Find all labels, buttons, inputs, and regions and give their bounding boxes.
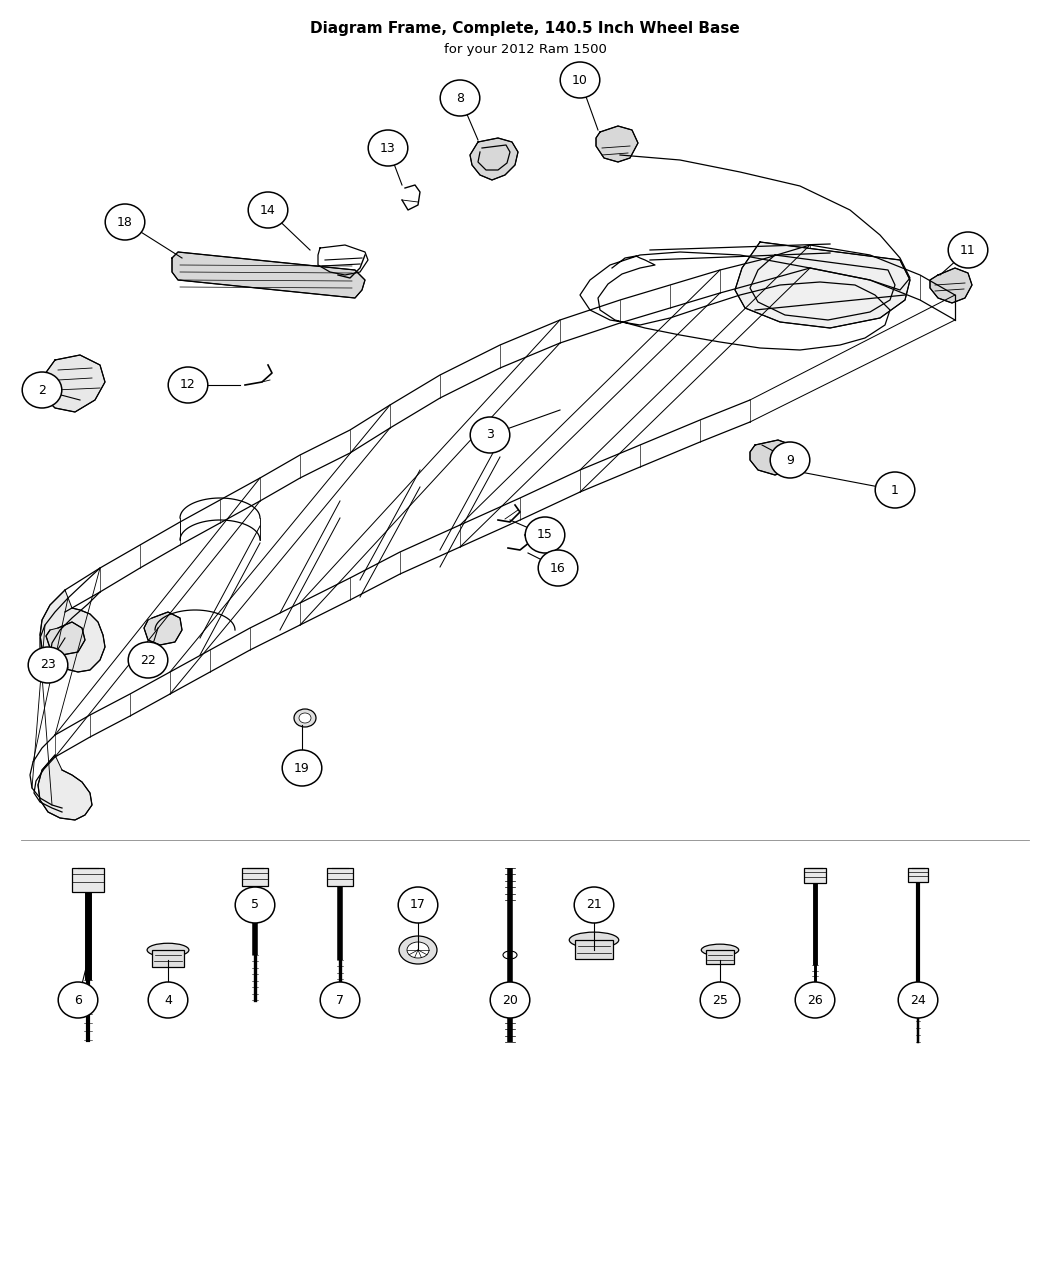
Polygon shape [750,440,796,476]
Ellipse shape [525,516,565,553]
Ellipse shape [299,713,311,723]
Text: 13: 13 [380,142,396,154]
Polygon shape [470,138,518,180]
Text: 14: 14 [260,204,276,217]
Ellipse shape [795,982,835,1017]
Ellipse shape [569,932,618,947]
Ellipse shape [28,646,68,683]
Ellipse shape [700,982,740,1017]
Text: 17: 17 [411,899,426,912]
Text: 26: 26 [807,993,823,1006]
FancyBboxPatch shape [908,868,928,882]
Polygon shape [735,242,910,328]
Ellipse shape [771,442,810,478]
Text: 12: 12 [181,379,196,391]
Polygon shape [596,126,638,162]
Ellipse shape [369,130,407,166]
Ellipse shape [470,417,510,453]
Ellipse shape [440,80,480,116]
Text: 6: 6 [75,993,82,1006]
Text: 5: 5 [251,899,259,912]
Polygon shape [46,622,85,655]
Ellipse shape [282,750,321,785]
Ellipse shape [490,982,530,1017]
Ellipse shape [168,367,208,403]
Ellipse shape [320,982,360,1017]
Text: 16: 16 [550,561,566,575]
Ellipse shape [539,550,578,586]
FancyBboxPatch shape [152,950,184,966]
Ellipse shape [294,709,316,727]
Text: 4: 4 [164,993,172,1006]
Text: 15: 15 [537,529,553,542]
Text: for your 2012 Ram 1500: for your 2012 Ram 1500 [443,43,607,56]
Polygon shape [930,268,972,303]
Ellipse shape [398,887,438,923]
Ellipse shape [701,945,739,956]
Text: 8: 8 [456,92,464,105]
Text: 2: 2 [38,384,46,397]
Ellipse shape [898,982,938,1017]
Text: 25: 25 [712,993,728,1006]
Polygon shape [172,252,365,298]
Ellipse shape [399,936,437,964]
Text: 11: 11 [960,244,975,256]
Ellipse shape [148,982,188,1017]
Text: 24: 24 [910,993,926,1006]
Text: Diagram Frame, Complete, 140.5 Inch Wheel Base: Diagram Frame, Complete, 140.5 Inch Whee… [310,20,740,36]
Polygon shape [42,354,105,412]
Text: 20: 20 [502,993,518,1006]
Text: 9: 9 [786,454,794,467]
Polygon shape [38,755,92,820]
Text: 22: 22 [140,654,155,667]
Text: 23: 23 [40,658,56,672]
Text: 10: 10 [572,74,588,87]
Text: 7: 7 [336,993,344,1006]
Ellipse shape [407,942,429,958]
Text: 18: 18 [117,215,133,228]
Ellipse shape [561,62,600,98]
Text: 19: 19 [294,761,310,774]
Text: 3: 3 [486,428,494,441]
Ellipse shape [948,232,988,268]
Polygon shape [144,612,182,645]
Ellipse shape [235,887,275,923]
FancyBboxPatch shape [72,868,104,892]
Ellipse shape [147,944,189,956]
FancyBboxPatch shape [575,940,613,959]
FancyBboxPatch shape [242,868,268,886]
Ellipse shape [574,887,614,923]
Ellipse shape [128,643,168,678]
FancyBboxPatch shape [706,950,734,964]
Text: 21: 21 [586,899,602,912]
Ellipse shape [58,982,98,1017]
FancyBboxPatch shape [327,868,353,886]
Ellipse shape [22,372,62,408]
Ellipse shape [105,204,145,240]
FancyBboxPatch shape [804,868,826,884]
Polygon shape [40,590,105,672]
Text: 1: 1 [891,483,899,496]
Ellipse shape [248,193,288,228]
Ellipse shape [876,472,915,507]
